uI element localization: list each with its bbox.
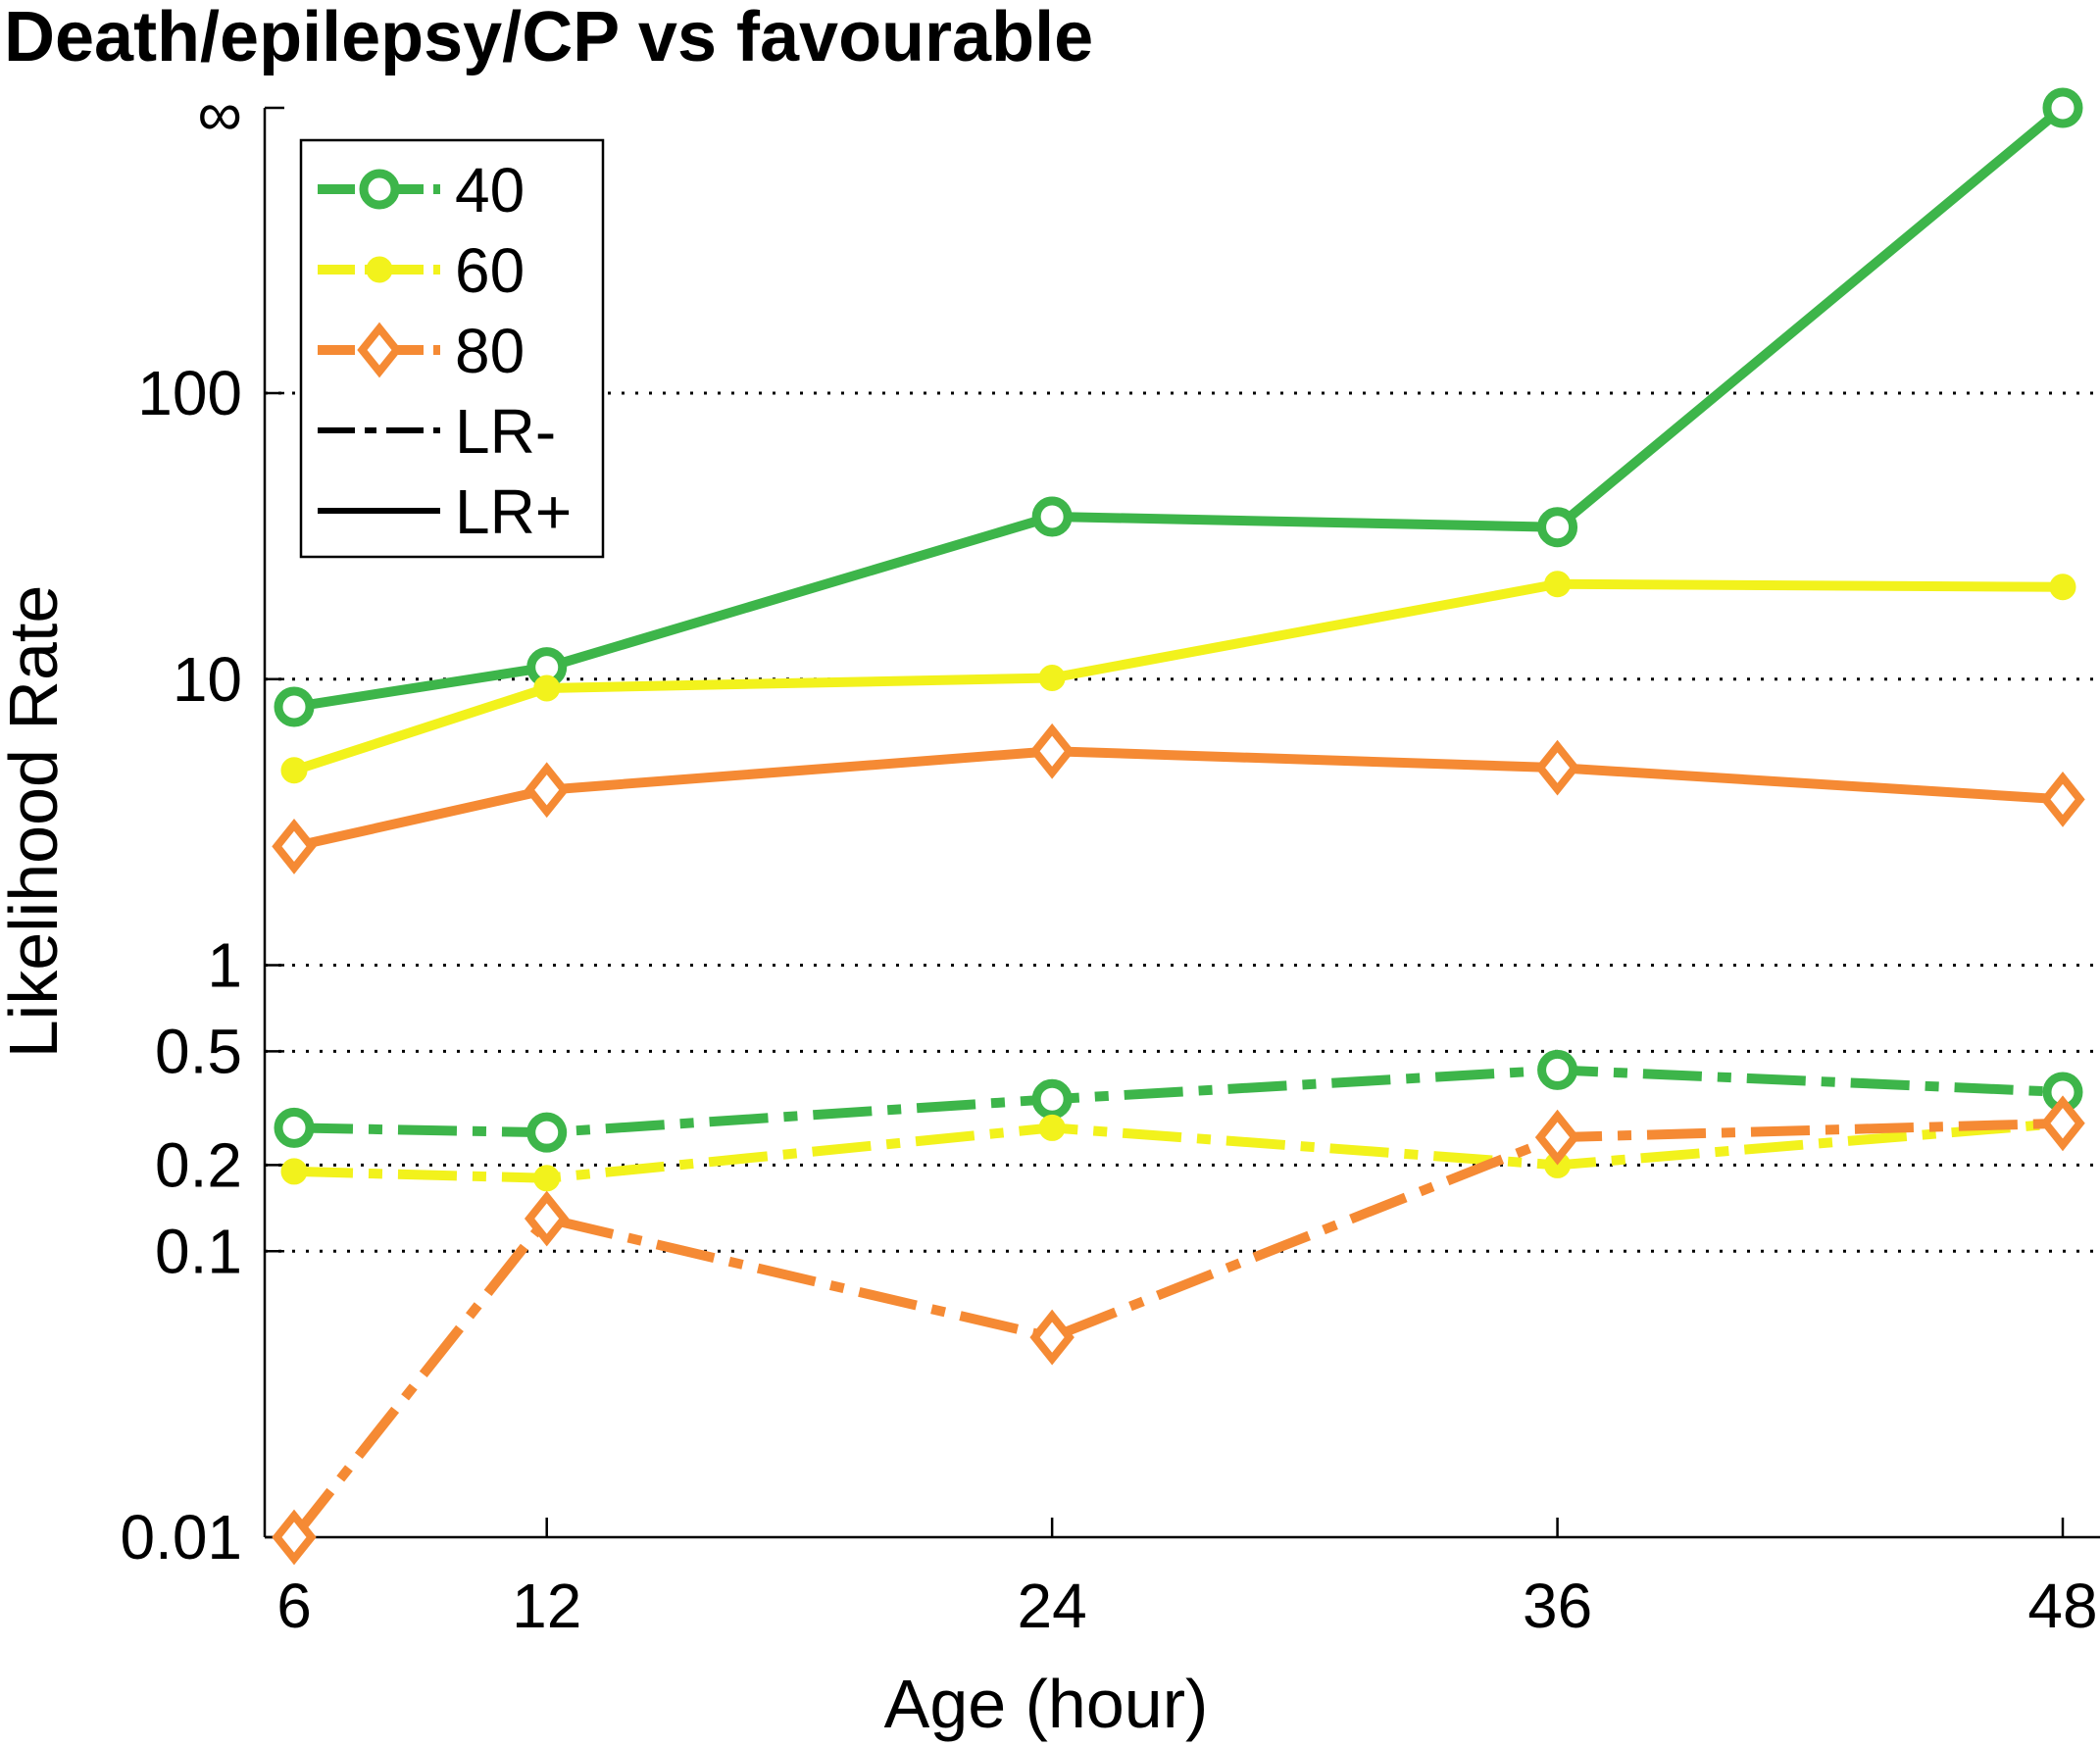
series-60-lr-plus-point — [1038, 664, 1066, 691]
legend-swatch-marker — [357, 322, 402, 378]
axes — [263, 106, 2100, 1539]
legend-label: 60 — [455, 235, 525, 306]
series-60-lr-minus-point — [280, 1158, 308, 1185]
series-40-lr-minus-point — [1031, 1078, 1073, 1120]
y-tick-label: 10 — [173, 644, 242, 715]
series-40-lr-minus — [274, 1049, 2083, 1153]
legend-swatch-marker — [359, 169, 400, 210]
x-tick-label: 12 — [512, 1571, 581, 1641]
series-80-lr-minus-point — [2040, 1095, 2085, 1152]
series-40-lr-minus-point — [526, 1112, 568, 1153]
series-60-lr-plus-point — [1544, 571, 1572, 598]
legend-label: 80 — [455, 316, 525, 386]
series-60-lr-minus-point — [1038, 1114, 1066, 1141]
x-tick-label: 6 — [276, 1571, 312, 1641]
series-40-lr-plus-point — [1031, 496, 1073, 537]
y-tick-label: 100 — [137, 358, 242, 428]
series-60-lr-plus-point — [280, 757, 308, 784]
series-80-lr-plus — [272, 723, 2085, 874]
series-80-lr-minus-line — [290, 1118, 2064, 1541]
series-80-lr-plus-point — [524, 762, 570, 819]
series-60-lr-plus-point — [533, 674, 561, 702]
series-40-lr-plus-point — [1537, 507, 1578, 548]
series-60-lr-plus-point — [2049, 574, 2076, 601]
legend-entry-60: 60 — [318, 235, 525, 306]
y-axis-label: Likelihood Rate — [0, 585, 72, 1059]
y-tick-label: 0.1 — [155, 1216, 242, 1286]
legend-label: 40 — [455, 155, 525, 225]
x-axis-label: Age (hour) — [884, 1666, 1209, 1742]
series-layer — [272, 87, 2085, 1566]
series-60-lr-plus — [280, 571, 2076, 784]
series-40-lr-minus-point — [274, 1107, 315, 1148]
legend-entry-80: 80 — [318, 316, 525, 386]
tick-labels: 0.01 0.1 0.2 0.5 1 10 100 ∞ 6 12 24 36 48 — [120, 78, 2097, 1641]
x-tick-label: 24 — [1018, 1571, 1087, 1641]
legend-label: LR- — [455, 396, 556, 467]
y-tick-label: 0.5 — [155, 1016, 242, 1086]
series-80-lr-plus-point — [272, 819, 317, 874]
series-80-lr-minus-point — [524, 1190, 570, 1247]
legend: 40 60 80 LR- LR+ — [299, 138, 605, 559]
legend-entry-40: 40 — [318, 155, 525, 225]
series-80-lr-plus-point — [2040, 771, 2085, 827]
y-tick-label: 0.2 — [155, 1129, 242, 1200]
series-80-lr-plus-point — [1029, 723, 1075, 779]
series-80-lr-minus-point — [272, 1509, 317, 1566]
legend-swatch-marker — [366, 256, 393, 283]
series-80-lr-minus — [272, 1095, 2085, 1566]
series-40-lr-plus — [274, 87, 2083, 727]
y-tick-label: ∞ — [197, 78, 242, 149]
legend-entry-lr-minus: LR- — [318, 396, 556, 467]
series-40-lr-minus-point — [1537, 1049, 1578, 1090]
series-80-lr-minus-point — [1029, 1309, 1075, 1366]
series-60-lr-minus-point — [533, 1165, 561, 1192]
y-tick-label: 1 — [207, 930, 242, 1001]
chart-title: Death/epilepsy/CP vs favourable — [4, 0, 1093, 76]
legend-entry-lr-minusplus: LR+ — [318, 476, 572, 547]
legend-label: LR+ — [455, 476, 572, 547]
series-40-lr-plus-point — [2042, 87, 2083, 128]
y-tick-label: 0.01 — [120, 1502, 242, 1572]
x-tick-label: 48 — [2027, 1571, 2097, 1641]
x-tick-label: 36 — [1523, 1571, 1592, 1641]
series-80-lr-plus-point — [1534, 739, 1580, 796]
series-80-lr-minus-point — [1534, 1109, 1580, 1166]
series-40-lr-plus-point — [274, 686, 315, 727]
